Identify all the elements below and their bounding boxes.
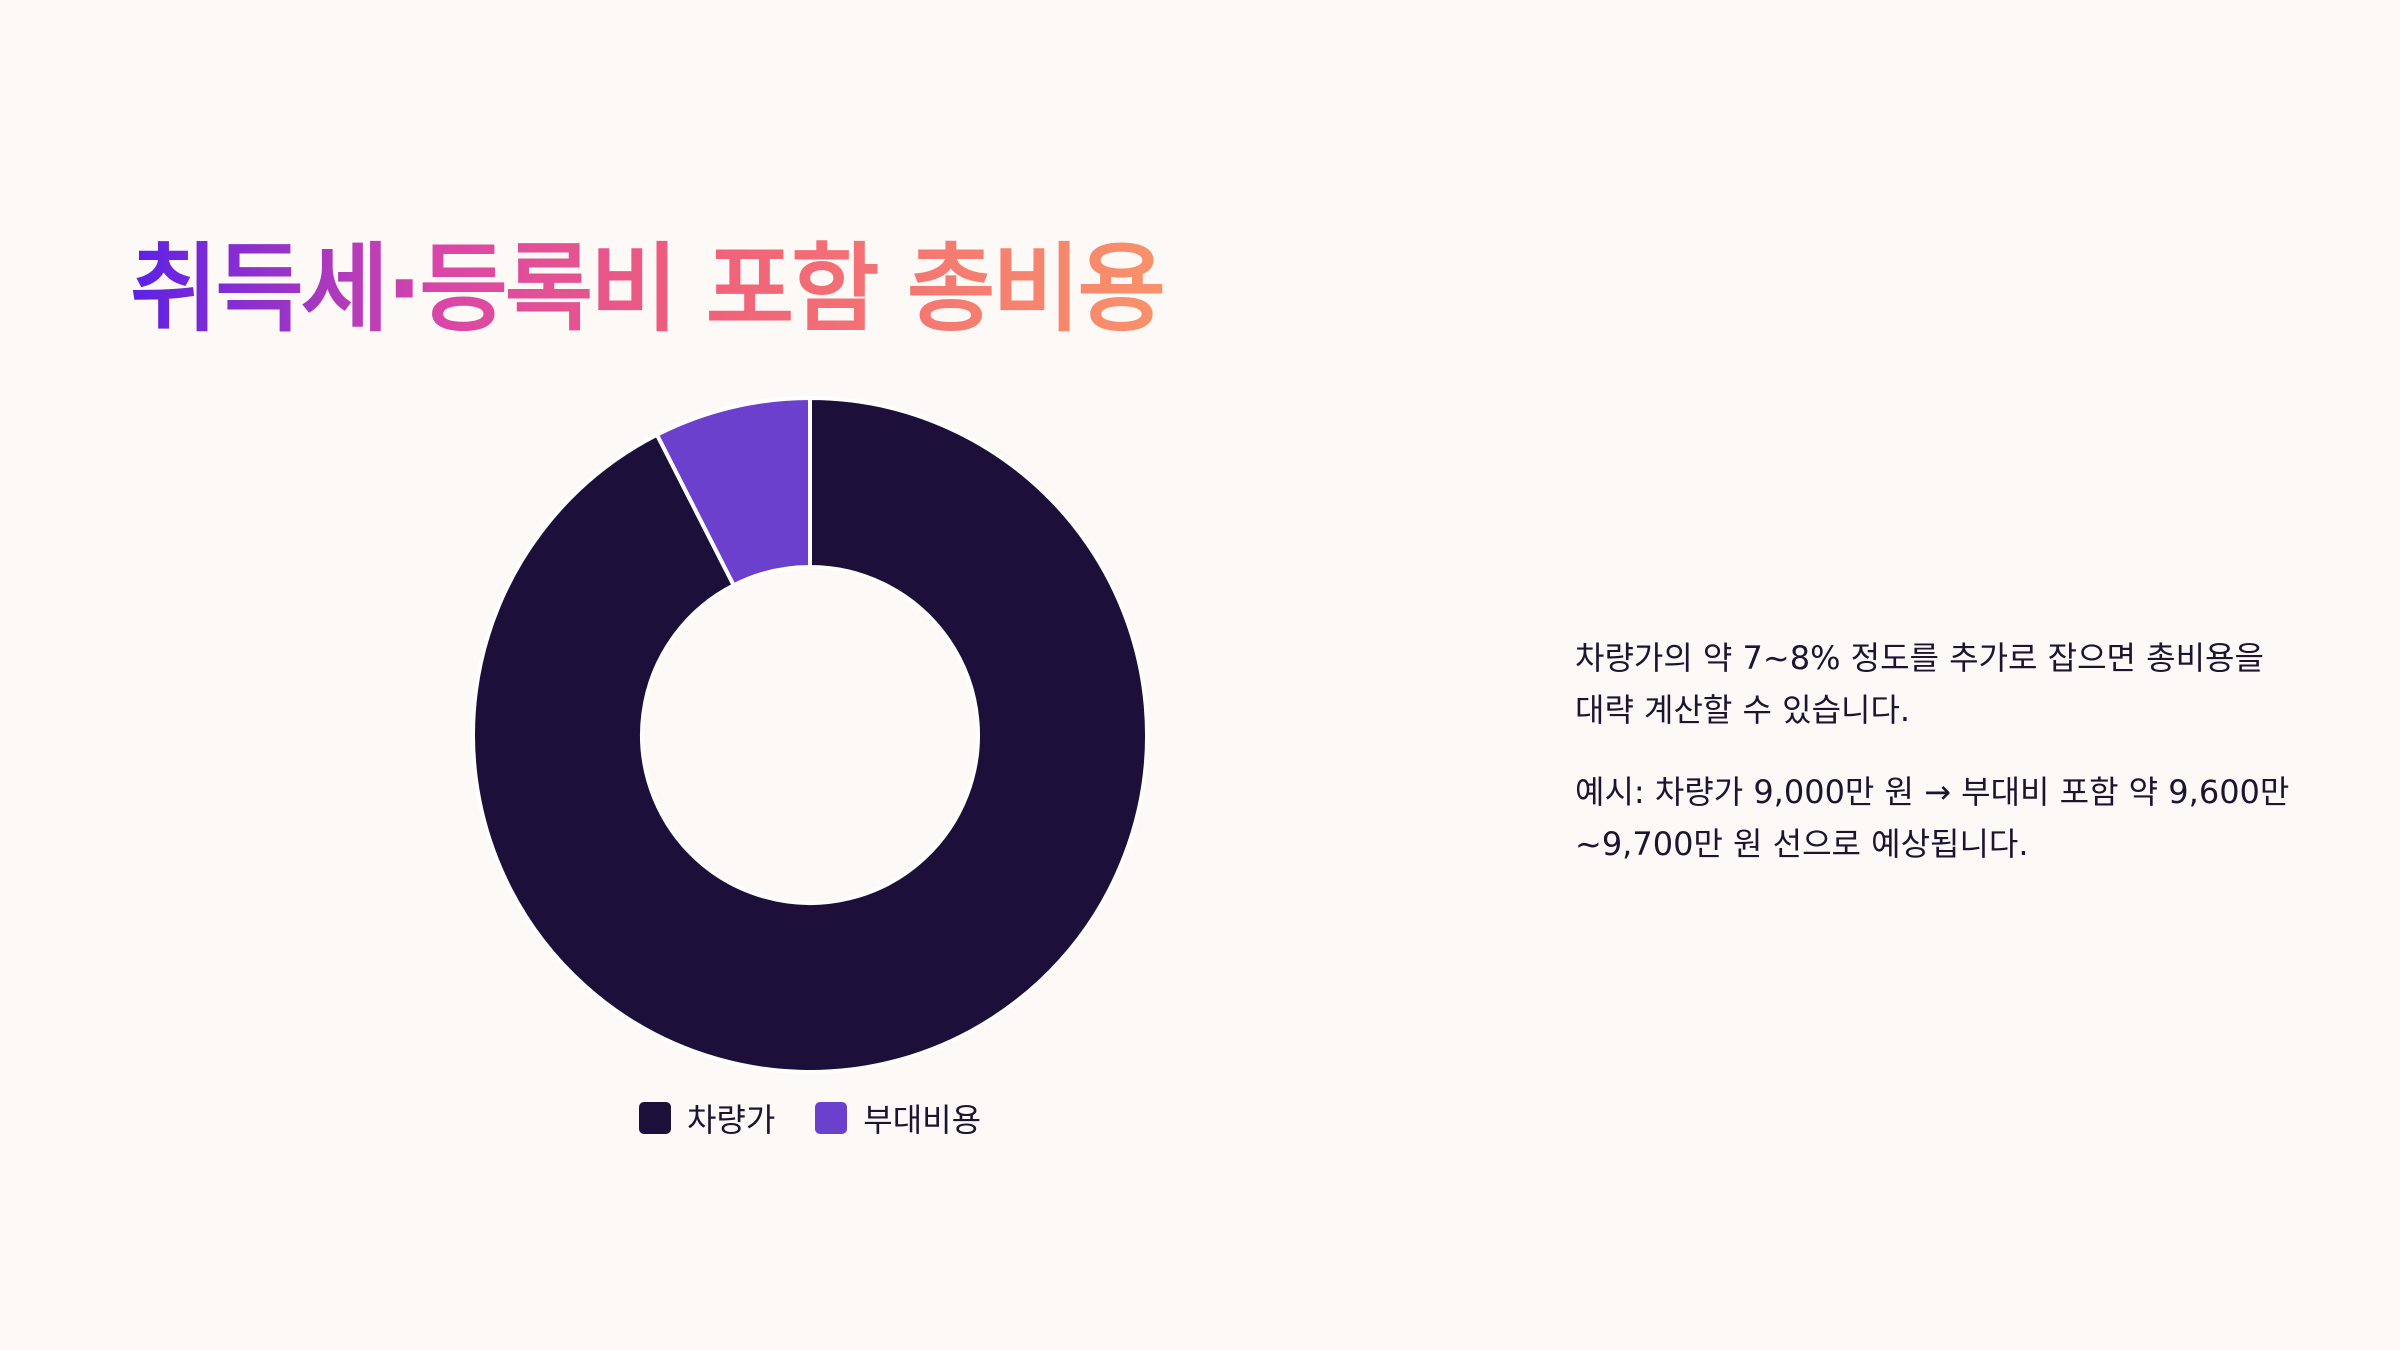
legend-label-vehicle: 차량가 xyxy=(686,1101,776,1139)
description-paragraph-2: 예시: 차량가 9,000만 원 → 부대비 포함 약 9,600만~9,700… xyxy=(1575,773,2290,863)
chart-legend: 차량가 부대비용 xyxy=(450,1095,1170,1141)
donut-slice-vehicle xyxy=(471,396,1149,1074)
legend-swatch-extra-costs xyxy=(815,1102,848,1134)
legend-item-extra-costs: 부대비용 xyxy=(815,1095,981,1141)
donut-svg xyxy=(471,396,1149,1074)
legend-label-extra-costs: 부대비용 xyxy=(863,1101,982,1139)
legend-item-vehicle: 차량가 xyxy=(638,1095,776,1141)
legend-swatch-vehicle xyxy=(638,1102,671,1134)
donut-slice-extra-costs xyxy=(655,396,812,588)
description-text: 차량가의 약 7~8% 정도를 추가로 잡으면 총비용을 대략 계산할 수 있습… xyxy=(1575,632,2295,900)
page-title: 취득세·등록비 포함 총비용 xyxy=(130,224,1166,354)
description-paragraph-1: 차량가의 약 7~8% 정도를 추가로 잡으면 총비용을 대략 계산할 수 있습… xyxy=(1575,639,2264,729)
donut-chart: 차량가 부대비용 xyxy=(450,380,1170,1160)
